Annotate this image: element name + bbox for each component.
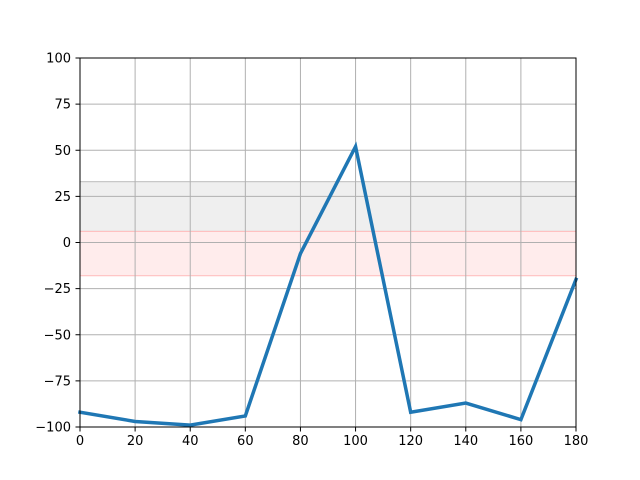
axis-ticks: 0 20 40 60 80 100 120 140 160 180 −100 −75 −50 −25 0 25…	[35, 52, 588, 450]
x-tick-label: 60	[237, 434, 254, 449]
x-tick-label: 160	[508, 434, 533, 449]
y-tick-label: −75	[44, 374, 71, 389]
band-0	[80, 181, 576, 232]
x-tick-label: 40	[182, 434, 199, 449]
series-layer	[77, 141, 579, 427]
x-tick-label: 0	[76, 434, 84, 449]
y-tick-label: 0	[63, 236, 71, 251]
shaded-bands	[80, 181, 576, 277]
y-tick-label: −100	[35, 421, 71, 436]
x-tick-label: 180	[564, 434, 589, 449]
x-tick-label: 20	[127, 434, 144, 449]
band-1	[80, 231, 576, 276]
x-tick-label: 80	[292, 434, 309, 449]
y-tick-label: 50	[54, 144, 71, 159]
x-tick-label: 140	[453, 434, 478, 449]
x-tick-label: 100	[343, 434, 368, 449]
y-tick-label: 75	[54, 98, 71, 113]
y-tick-label: 100	[46, 52, 71, 67]
y-tick-label: 25	[54, 190, 71, 205]
y-tick-label: −50	[44, 328, 71, 343]
x-tick-label: 120	[398, 434, 423, 449]
series-line-0	[77, 141, 579, 427]
y-tick-label: −25	[44, 282, 71, 297]
grid	[79, 57, 577, 428]
